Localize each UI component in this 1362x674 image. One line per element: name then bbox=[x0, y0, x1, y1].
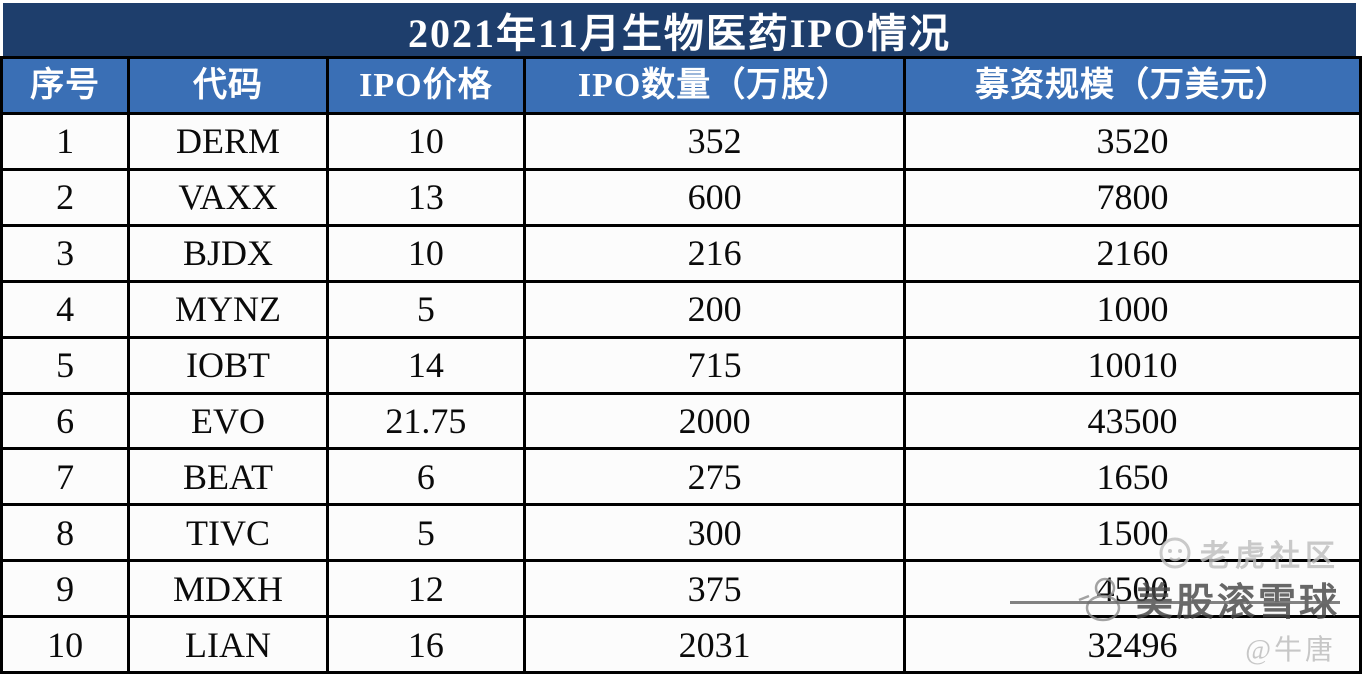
table-cell: 10 bbox=[328, 115, 524, 168]
table-cell: IOBT bbox=[130, 338, 326, 392]
table-cell: 2000 bbox=[526, 394, 904, 448]
column-header: 序号 bbox=[3, 59, 128, 112]
table-cell: 10010 bbox=[906, 338, 1359, 392]
table-cell: LIAN bbox=[130, 618, 326, 671]
table-cell: 9 bbox=[3, 562, 128, 616]
table-cell: DERM bbox=[130, 115, 326, 168]
table-cell: BJDX bbox=[130, 226, 326, 280]
table-cell: 375 bbox=[526, 562, 904, 616]
column-header: IPO价格 bbox=[328, 59, 524, 112]
table-cell: 6 bbox=[3, 394, 128, 448]
table-cell: 200 bbox=[526, 282, 904, 336]
table-cell: 10 bbox=[328, 226, 524, 280]
table-cell: 43500 bbox=[906, 394, 1359, 448]
table-cell: 4500 bbox=[906, 562, 1359, 616]
table-cell: 16 bbox=[328, 618, 524, 671]
table-cell: 1 bbox=[3, 115, 128, 168]
table-cell: TIVC bbox=[130, 506, 326, 560]
table-cell: 2160 bbox=[906, 226, 1359, 280]
table-cell: MYNZ bbox=[130, 282, 326, 336]
column-header: IPO数量（万股） bbox=[526, 59, 904, 112]
table-cell: 715 bbox=[526, 338, 904, 392]
table-cell: 1650 bbox=[906, 450, 1359, 504]
table-cell: 2 bbox=[3, 170, 128, 224]
table-cell: 1500 bbox=[906, 506, 1359, 560]
table-cell: 21.75 bbox=[328, 394, 524, 448]
table-cell: 3520 bbox=[906, 115, 1359, 168]
table-cell: 600 bbox=[526, 170, 904, 224]
table-cell: 14 bbox=[328, 338, 524, 392]
table-cell: 5 bbox=[328, 506, 524, 560]
column-header: 募资规模（万美元） bbox=[906, 59, 1359, 112]
table-cell: 7800 bbox=[906, 170, 1359, 224]
table-cell: 32496 bbox=[906, 618, 1359, 671]
table-cell: 7 bbox=[3, 450, 128, 504]
table-cell: BEAT bbox=[130, 450, 326, 504]
table-cell: 4 bbox=[3, 282, 128, 336]
table-cell: 10 bbox=[3, 618, 128, 671]
table-cell: 6 bbox=[328, 450, 524, 504]
table-cell: 3 bbox=[3, 226, 128, 280]
table-cell: 5 bbox=[328, 282, 524, 336]
table-cell: 1000 bbox=[906, 282, 1359, 336]
table-cell: MDXH bbox=[130, 562, 326, 616]
table-cell: 5 bbox=[3, 338, 128, 392]
ipo-table: 序号 代码 IPO价格 IPO数量（万股） 募资规模（万美元） 1 DERM 10 352 352… bbox=[0, 56, 1362, 674]
table-cell: 300 bbox=[526, 506, 904, 560]
table-cell: 352 bbox=[526, 115, 904, 168]
table-cell: 275 bbox=[526, 450, 904, 504]
page-title: 2021年11月生物医药IPO情况 bbox=[3, 3, 1356, 56]
table-cell: VAXX bbox=[130, 170, 326, 224]
table-cell: 13 bbox=[328, 170, 524, 224]
table-cell: EVO bbox=[130, 394, 326, 448]
table-cell: 2031 bbox=[526, 618, 904, 671]
table-cell: 12 bbox=[328, 562, 524, 616]
column-header: 代码 bbox=[130, 59, 326, 112]
table-cell: 8 bbox=[3, 506, 128, 560]
table-cell: 216 bbox=[526, 226, 904, 280]
